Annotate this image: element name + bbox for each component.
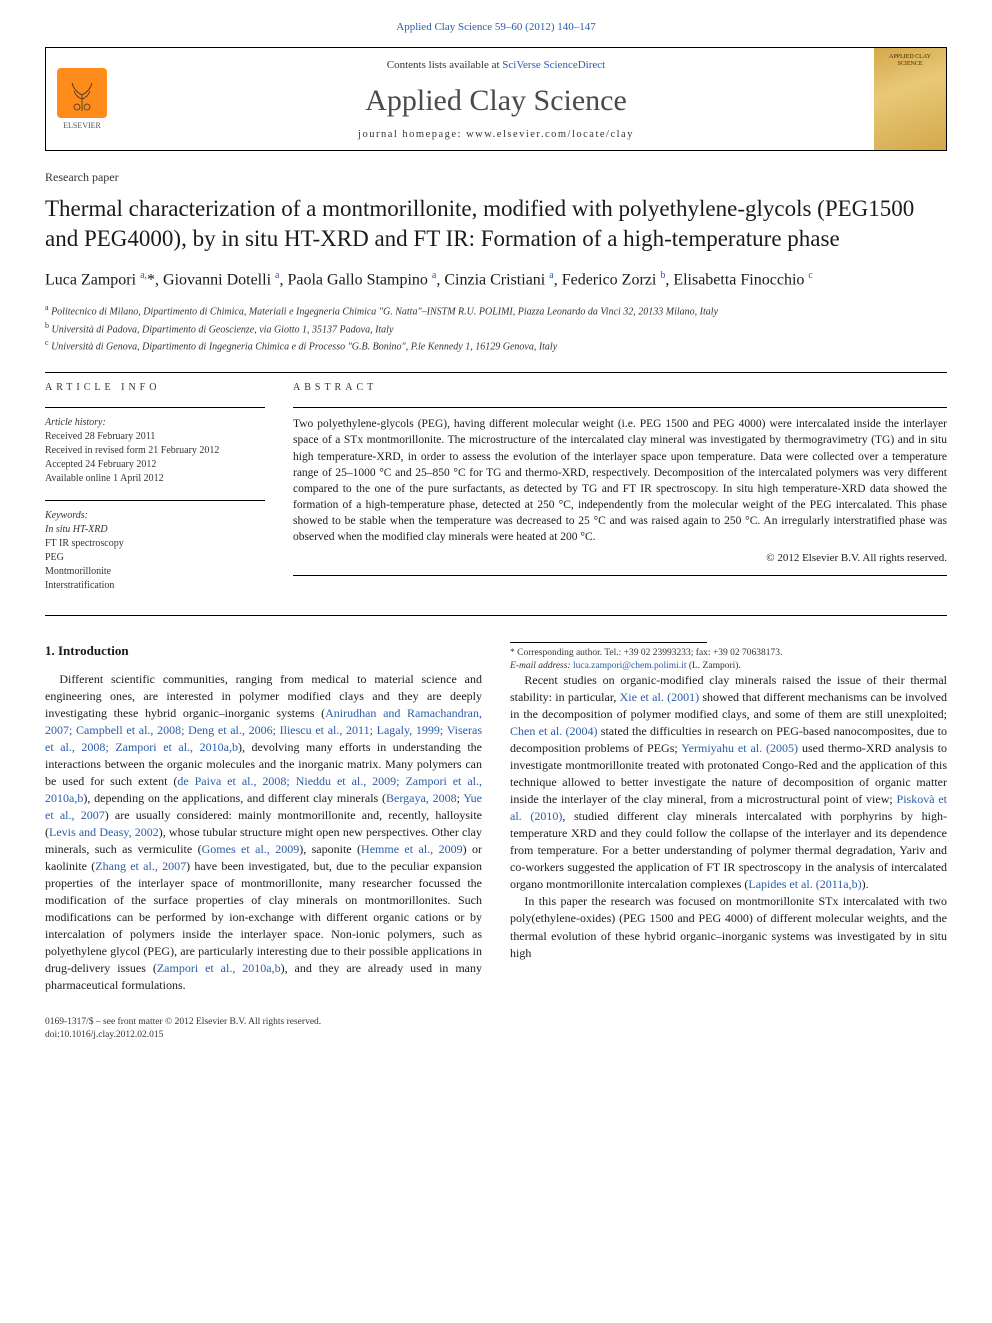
body-text: 1. Introduction Different scientific com… [45,642,947,994]
journal-reference: Applied Clay Science 59–60 (2012) 140–14… [45,20,947,35]
body-paragraph: In this paper the research was focused o… [510,893,947,961]
keyword: Montmorillonite [45,565,265,579]
abstract-head: ABSTRACT [293,381,947,395]
journal-title: Applied Clay Science [126,80,866,122]
aff-text: Università di Padova, Dipartimento di Ge… [52,324,394,335]
aff-sup: b [45,321,49,330]
separator [293,575,947,576]
elsevier-label: ELSEVIER [63,120,101,131]
issn-copyright: 0169-1317/$ – see front matter © 2012 El… [45,1016,947,1028]
article-info-column: ARTICLE INFO Article history: Received 2… [45,381,265,607]
section-heading-intro: 1. Introduction [45,642,482,660]
separator [293,407,947,408]
contents-available: Contents lists available at SciVerse Sci… [126,58,866,73]
keyword: In situ HT-XRD [45,523,265,537]
corr-email-who: (L. Zampori). [689,661,741,671]
article-history: Article history: Received 28 February 20… [45,416,265,486]
separator [45,372,947,373]
homepage-line: journal homepage: www.elsevier.com/locat… [126,128,866,143]
body-paragraph: Different scientific communities, rangin… [45,671,482,995]
article-info-head: ARTICLE INFO [45,381,265,395]
info-abstract-row: ARTICLE INFO Article history: Received 2… [45,381,947,607]
corresponding-footnote: * Corresponding author. Tel.: +39 02 239… [510,647,947,672]
corr-email-line: E-mail address: luca.zampori@chem.polimi… [510,660,947,672]
keyword: FT IR spectroscopy [45,537,265,551]
footnote-separator [510,642,707,643]
corr-author-line: * Corresponding author. Tel.: +39 02 239… [510,647,947,659]
keywords-label: Keywords: [45,509,265,523]
abstract-column: ABSTRACT Two polyethylene-glycols (PEG),… [293,381,947,607]
article-title: Thermal characterization of a montmorill… [45,194,947,254]
front-matter-footer: 0169-1317/$ – see front matter © 2012 El… [45,1016,947,1041]
keyword: Interstratification [45,579,265,593]
aff-sup: c [45,338,49,347]
homepage-prefix: journal homepage: [358,129,466,140]
abstract-text: Two polyethylene-glycols (PEG), having d… [293,416,947,545]
abstract-copyright: © 2012 Elsevier B.V. All rights reserved… [293,551,947,566]
header-center: Contents lists available at SciVerse Sci… [118,48,874,150]
sciencedirect-link[interactable]: SciVerse ScienceDirect [502,59,605,71]
email-label: E-mail address: [510,661,571,671]
affiliation-c: c Università di Genova, Dipartimento di … [45,337,947,354]
journal-header: ELSEVIER Contents lists available at Sci… [45,47,947,151]
affiliation-b: b Università di Padova, Dipartimento di … [45,320,947,337]
elsevier-logo: ELSEVIER [46,48,118,150]
doi: doi:10.1016/j.clay.2012.02.015 [45,1029,947,1041]
separator [45,500,265,501]
corr-email[interactable]: luca.zampori@chem.polimi.it [573,661,686,671]
history-line: Available online 1 April 2012 [45,472,265,486]
keyword: PEG [45,551,265,565]
authors: Luca Zampori a,*, Giovanni Dotelli a, Pa… [45,268,947,292]
paper-type: Research paper [45,169,947,186]
contents-prefix: Contents lists available at [387,59,502,71]
keywords: Keywords: In situ HT-XRD FT IR spectrosc… [45,509,265,593]
history-label: Article history: [45,416,265,430]
elsevier-tree-icon [57,68,107,118]
body-paragraph: Recent studies on organic-modified clay … [510,672,947,893]
separator [45,407,265,408]
aff-text: Politecnico di Milano, Dipartimento di C… [51,307,718,318]
separator [45,615,947,616]
cover-title: APPLIED CLAY SCIENCE [876,54,944,67]
history-line: Accepted 24 February 2012 [45,458,265,472]
journal-cover-thumbnail: APPLIED CLAY SCIENCE [874,48,946,150]
aff-text: Università di Genova, Dipartimento di In… [51,341,557,352]
homepage-url: www.elsevier.com/locate/clay [466,129,634,140]
history-line: Received in revised form 21 February 201… [45,444,265,458]
aff-sup: a [45,303,49,312]
affiliation-a: a Politecnico di Milano, Dipartimento di… [45,302,947,319]
history-line: Received 28 February 2011 [45,430,265,444]
affiliations: a Politecnico di Milano, Dipartimento di… [45,302,947,354]
